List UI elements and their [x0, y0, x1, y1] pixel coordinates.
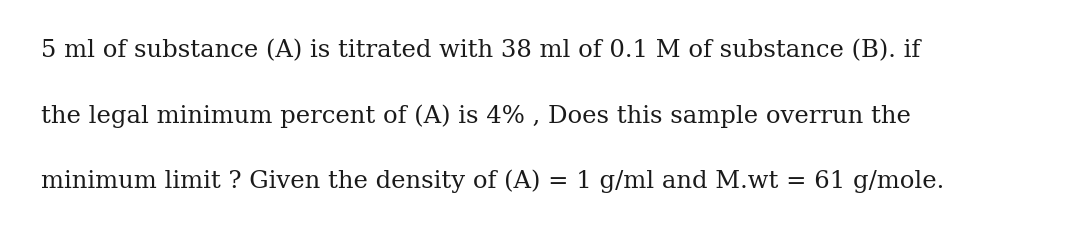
Text: 5 ml of substance (A) is titrated with 38 ml of 0.1 M of substance (B). if: 5 ml of substance (A) is titrated with 3… — [41, 39, 920, 62]
Text: the legal minimum percent of (A) is 4% , Does this sample overrun the: the legal minimum percent of (A) is 4% ,… — [41, 104, 910, 127]
Text: minimum limit ? Given the density of (A) = 1 g/ml and M.wt = 61 g/mole.: minimum limit ? Given the density of (A)… — [41, 168, 944, 192]
